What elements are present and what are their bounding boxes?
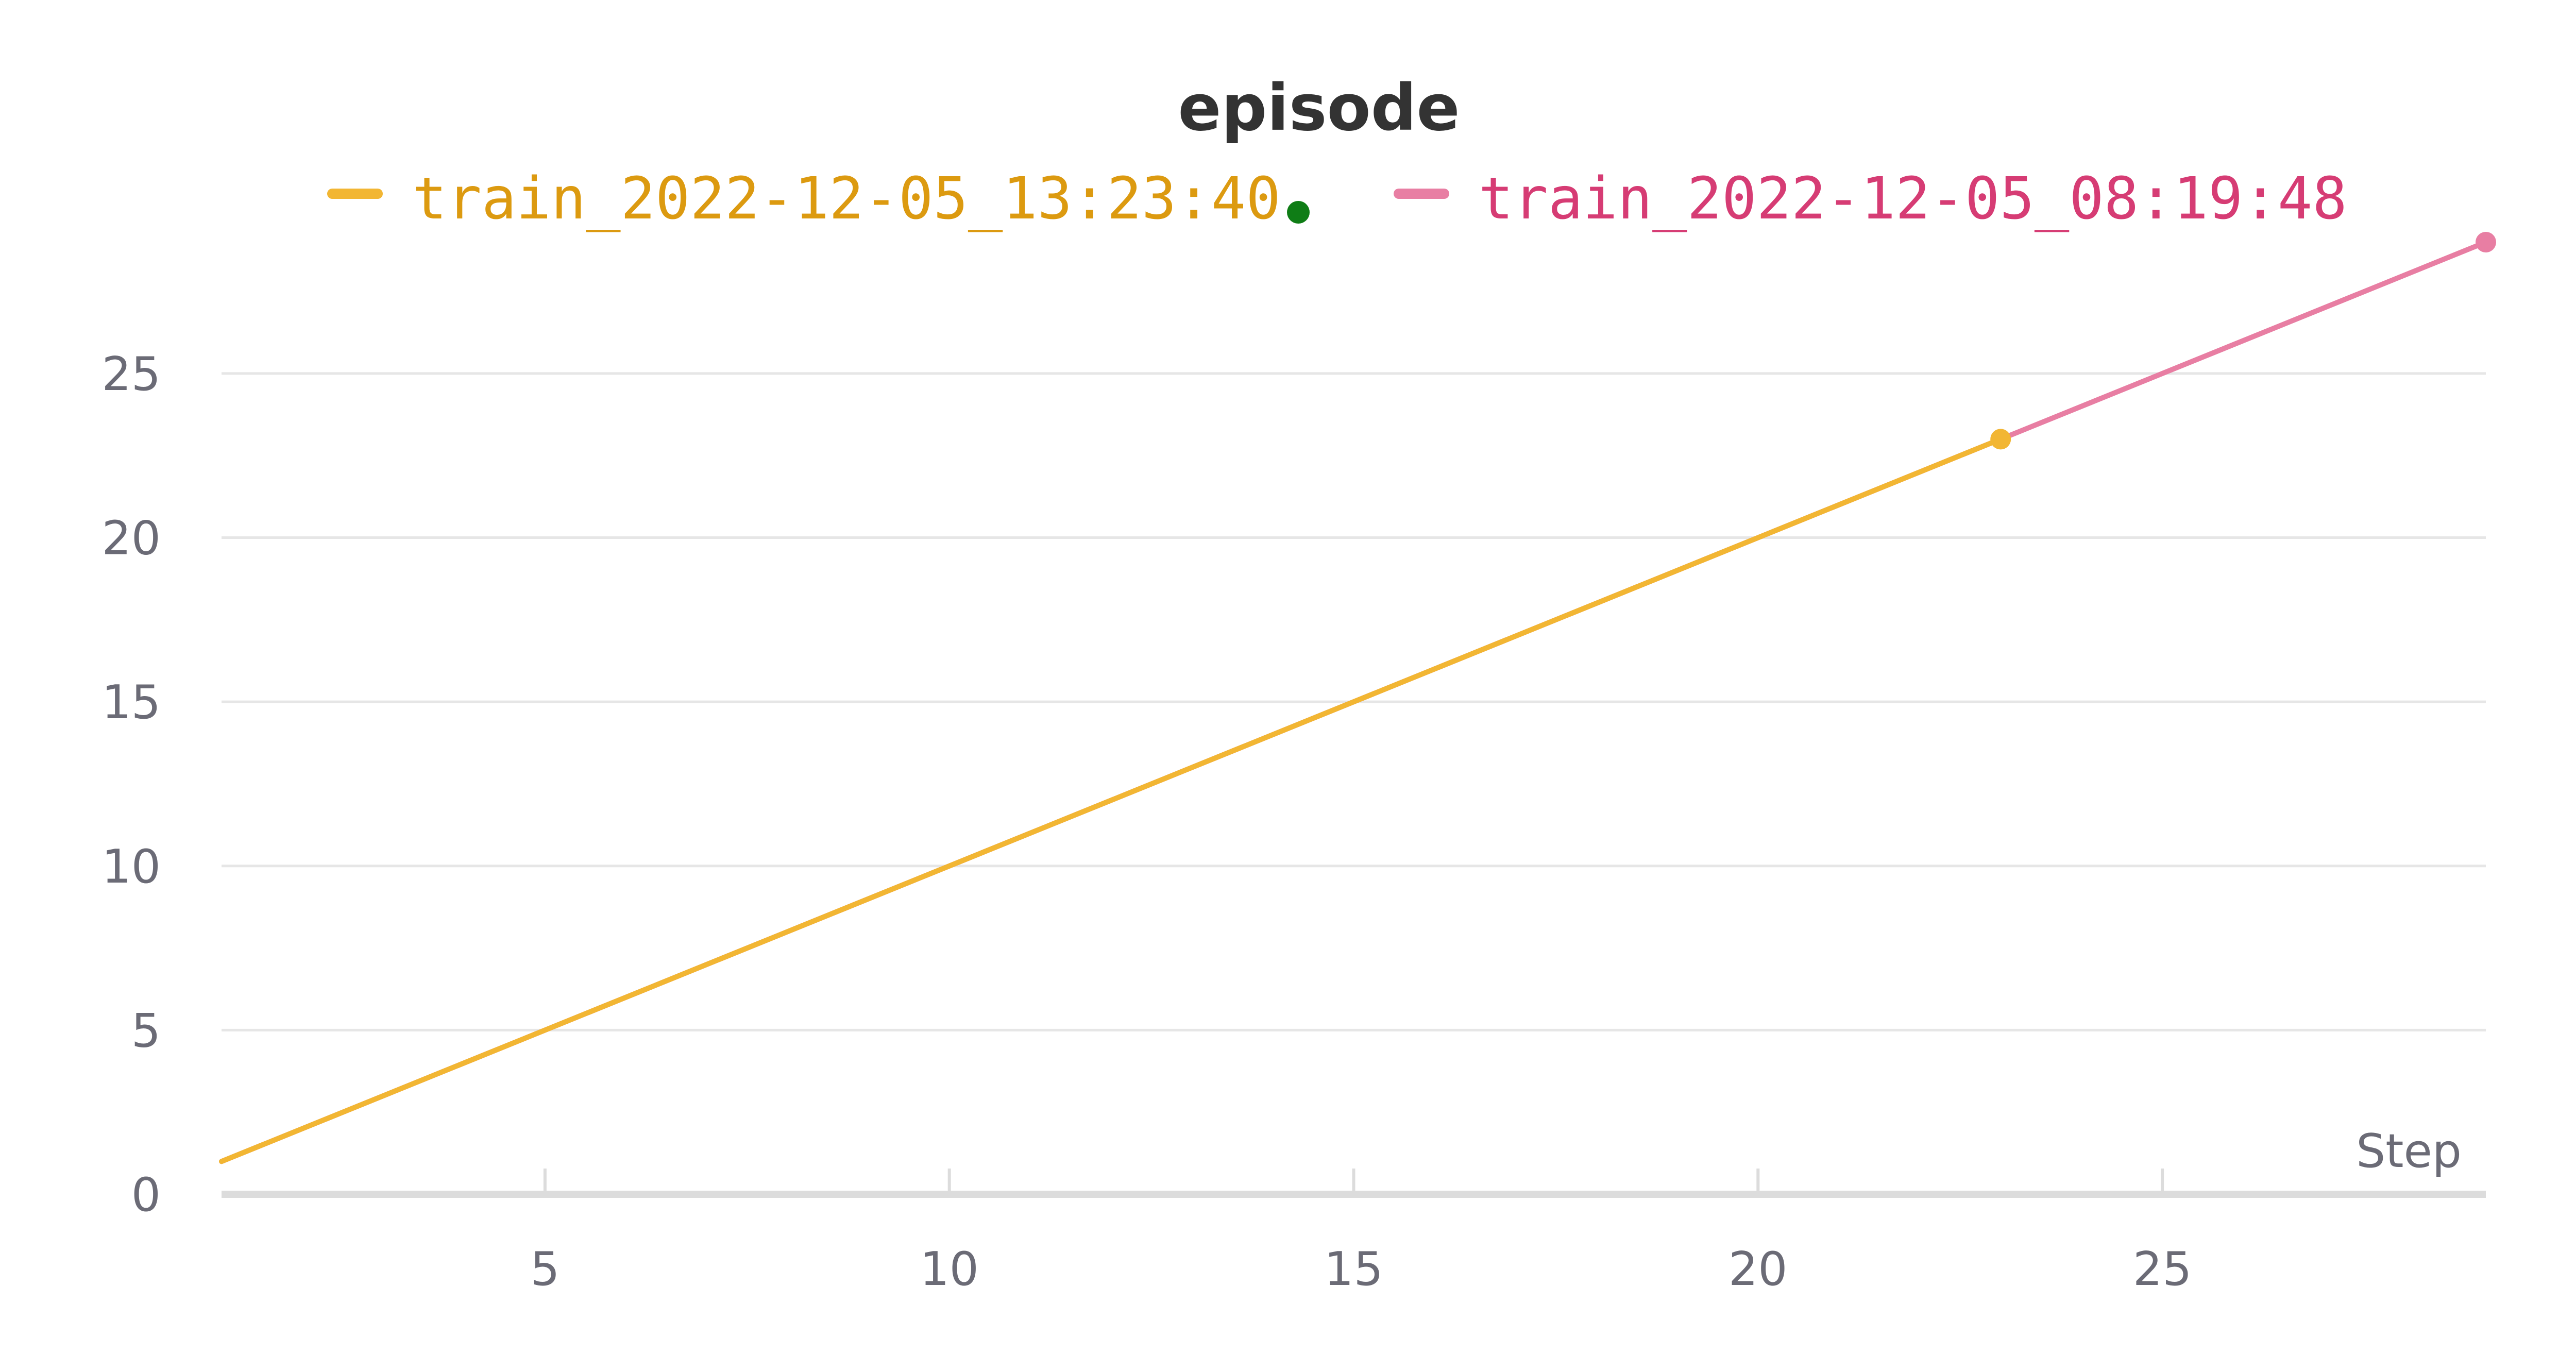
y-tick-label-20: 20	[101, 512, 161, 566]
x-tick-label-15: 15	[1324, 1242, 1383, 1296]
x-tick-label-5: 5	[530, 1242, 560, 1296]
x-tick-label-10: 10	[920, 1242, 979, 1296]
y-tick-label-25: 25	[101, 347, 161, 401]
legend-label-1: train_2022-12-05_13:23:40	[412, 165, 1281, 232]
x-tick-label-25: 25	[2133, 1242, 2192, 1296]
legend-item-2[interactable]: train_2022-12-05_08:19:48	[1394, 165, 2347, 232]
legend: train_2022-12-05_13:23:40 train_2022-12-0…	[327, 165, 2347, 232]
series-1-endpoint	[1990, 429, 2011, 450]
series-2-endpoint	[2476, 232, 2496, 252]
running-status-dot	[1287, 201, 1310, 224]
x-axis-title: Step	[2356, 1124, 2462, 1178]
y-tick-label-15: 15	[101, 675, 161, 730]
legend-swatch-1	[327, 189, 383, 199]
legend-item-1[interactable]: train_2022-12-05_13:23:40	[327, 165, 1310, 232]
y-tick-label-5: 5	[131, 1004, 161, 1058]
series-layer	[219, 232, 2496, 1164]
axis-layer: 0 5 10 15 20 25 5 10 15 20 25	[101, 347, 2486, 1296]
x-tick-label-20: 20	[1728, 1242, 1788, 1296]
y-tick-label-0: 0	[131, 1168, 161, 1222]
legend-swatch-2	[1394, 189, 1449, 199]
chart-title: episode	[1178, 71, 1460, 145]
series-line-1	[219, 436, 2004, 1164]
legend-label-2: train_2022-12-05_08:19:48	[1479, 165, 2347, 232]
y-tick-label-10: 10	[101, 840, 161, 894]
